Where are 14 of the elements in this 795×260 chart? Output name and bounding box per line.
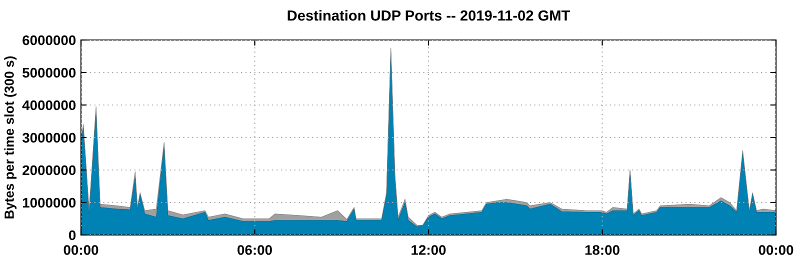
y-axis-title: Bytes per time slot (300 s)	[4, 56, 17, 218]
chart-title: Destination UDP Ports -- 2019-11-02 GMT	[288, 10, 570, 21]
y-tick-label: 3000000	[22, 132, 76, 143]
y-tick-label: 5000000	[22, 68, 76, 78]
x-tick-label: 06:00	[238, 245, 272, 255]
x-tick-label: 12:00	[412, 245, 446, 255]
y-tick-label: 4000000	[22, 100, 76, 110]
y-tick-label: 1000000	[22, 198, 76, 208]
y-tick-label: 2000000	[22, 165, 76, 176]
y-tick-label: 6000000	[22, 35, 76, 46]
y-tick-label: 0	[68, 230, 76, 240]
x-tick-label: 00:00	[64, 245, 98, 255]
x-tick-label: 18:00	[585, 245, 620, 255]
x-tick-label: 00:00	[758, 245, 794, 255]
